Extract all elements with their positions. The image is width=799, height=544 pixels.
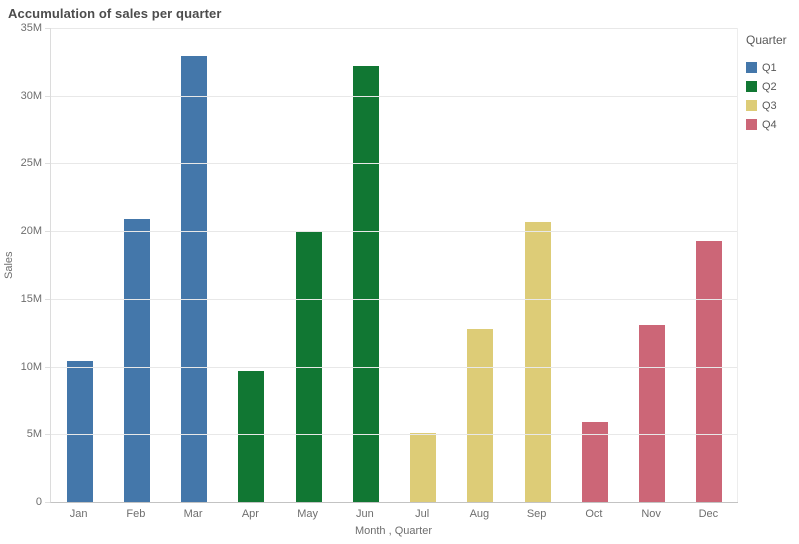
bar-dec-q4[interactable] (696, 240, 723, 502)
gridline-15m (51, 298, 738, 300)
y-tick-label-30m: 30M (20, 89, 42, 102)
y-tick-mark-35m (45, 28, 50, 29)
legend-swatch-q3 (746, 100, 757, 111)
bar-nov-q4[interactable] (639, 324, 666, 502)
band-oct (566, 28, 623, 502)
legend-item-q3[interactable]: Q3 (746, 96, 798, 115)
gridline-20m (51, 231, 738, 233)
y-tick-mark-0 (45, 502, 50, 503)
legend-swatch-q1 (746, 62, 757, 73)
y-tick-label-20m: 20M (20, 225, 42, 238)
legend-divider (737, 28, 738, 502)
x-tick-label-apr: Apr (241, 508, 259, 520)
y-tick-mark-15m (45, 298, 50, 300)
band-feb (108, 28, 165, 502)
legend: Quarter Q1 Q2 Q3 Q4 (746, 33, 798, 134)
legend-item-q1[interactable]: Q1 (746, 58, 798, 77)
legend-items: Q1 Q2 Q3 Q4 (746, 58, 798, 134)
y-tick-mark-30m (45, 95, 50, 97)
bar-oct-q4[interactable] (581, 422, 608, 502)
x-tick-label-dec: Dec (698, 508, 719, 520)
bars-container (51, 28, 738, 502)
gridline-10m (51, 366, 738, 368)
y-tick-label-10m: 10M (20, 360, 42, 373)
band-sep (509, 28, 566, 502)
band-nov (624, 28, 681, 502)
gridline-25m (51, 163, 738, 165)
band-may (280, 28, 337, 502)
bar-jun-q2[interactable] (352, 65, 379, 502)
legend-label-q3: Q3 (762, 99, 777, 112)
gridline-35m (51, 28, 738, 29)
y-tick-label-5m: 5M (26, 428, 42, 441)
legend-item-q2[interactable]: Q2 (746, 77, 798, 96)
y-tick-label-15m: 15M (20, 292, 42, 305)
y-tick-mark-10m (45, 366, 50, 368)
x-tick-label-jun: Jun (356, 508, 374, 520)
x-tick-label-oct: Oct (585, 508, 603, 520)
y-tick-mark-5m (45, 434, 50, 436)
x-tick-label-jan: Jan (69, 508, 88, 520)
bar-sep-q3[interactable] (524, 221, 551, 502)
y-axis: 0 5M 10M 15M 20M 25M 30M 35M (0, 22, 44, 508)
band-dec (681, 28, 738, 502)
bar-aug-q3[interactable] (467, 328, 494, 502)
x-tick-label-nov: Nov (641, 508, 661, 520)
bar-feb-q1[interactable] (123, 218, 150, 502)
x-tick-label-may: May (297, 508, 319, 520)
x-axis-title: Month , Quarter (354, 525, 433, 537)
band-jan (51, 28, 108, 502)
legend-label-q2: Q2 (762, 80, 777, 93)
plot-area (45, 28, 738, 503)
y-tick-mark-20m (45, 231, 50, 233)
chart-title: Accumulation of sales per quarter (8, 6, 222, 21)
legend-title: Quarter (746, 33, 787, 47)
band-mar (166, 28, 223, 502)
band-aug (452, 28, 509, 502)
legend-label-q4: Q4 (762, 118, 777, 131)
x-axis: Jan Feb Mar Apr May Jun Jul Aug Sep Oct Nov Dec (50, 508, 737, 520)
band-jun (337, 28, 394, 502)
bar-jul-q3[interactable] (410, 432, 437, 502)
y-tick-label-25m: 25M (20, 157, 42, 170)
legend-swatch-q2 (746, 81, 757, 92)
legend-swatch-q4 (746, 119, 757, 130)
x-tick-label-aug: Aug (469, 508, 490, 520)
gridline-5m (51, 434, 738, 436)
bar-apr-q2[interactable] (238, 370, 265, 502)
y-tick-label-0: 0 (35, 496, 42, 508)
y-tick-mark-25m (45, 163, 50, 165)
gridline-30m (51, 95, 738, 97)
band-apr (223, 28, 280, 502)
bar-mar-q1[interactable] (181, 56, 208, 502)
x-tick-label-sep: Sep (526, 508, 547, 520)
legend-label-q1: Q1 (762, 61, 777, 74)
x-tick-label-mar: Mar (183, 508, 203, 520)
bar-jan-q1[interactable] (66, 361, 93, 502)
y-tick-label-35m: 35M (20, 22, 42, 34)
x-tick-label-jul: Jul (415, 508, 430, 520)
legend-item-q4[interactable]: Q4 (746, 115, 798, 134)
band-jul (395, 28, 452, 502)
x-tick-label-feb: Feb (126, 508, 146, 520)
